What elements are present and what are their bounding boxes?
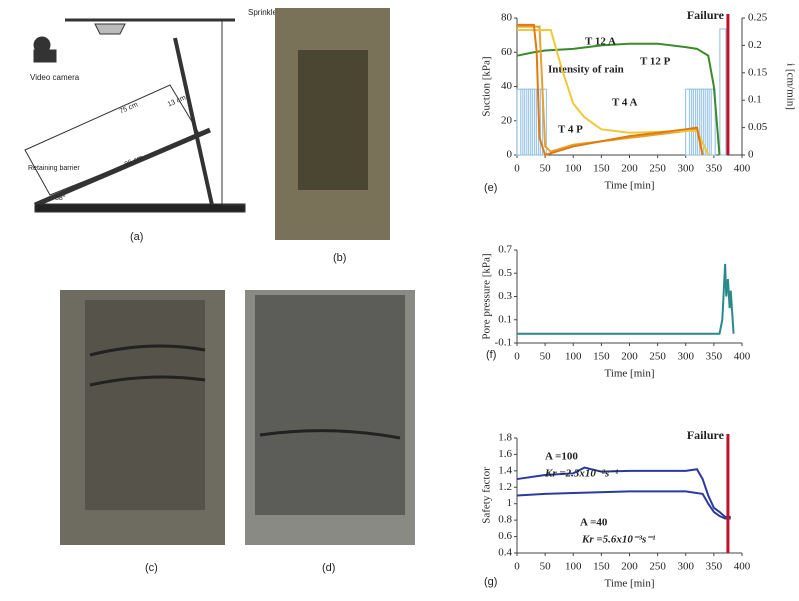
- x-tick-label: 300: [678, 163, 695, 175]
- y-tick-label: 20: [501, 114, 513, 126]
- panel-label: (d): [322, 562, 335, 574]
- x-axis-title: Time [min]: [604, 180, 654, 192]
- y-tick-label: 0.8: [498, 514, 512, 526]
- x-tick-label: 200: [621, 351, 638, 363]
- x-tick-label: 150: [593, 561, 610, 573]
- rain-bar: [720, 29, 726, 155]
- series-label: Intensity of rain: [548, 64, 624, 76]
- y2-tick-label: 0.2: [748, 39, 762, 51]
- rain-bar: [690, 89, 696, 155]
- series-line: [517, 30, 708, 155]
- series-label: A =40: [580, 517, 608, 529]
- panel-label: (f): [486, 349, 496, 361]
- x-tick-label: 0: [514, 561, 520, 573]
- x-tick-label: 150: [593, 163, 610, 175]
- y2-tick-label: 0.05: [748, 121, 768, 133]
- y2-tick-label: 0.1: [748, 94, 762, 106]
- y-tick-label: -0.1: [495, 337, 512, 349]
- y2-axis-title: i [cm/min]: [784, 63, 796, 110]
- x-tick-label: 400: [734, 351, 751, 363]
- annotation: Kr =5.6x10⁻³s⁻¹: [581, 534, 655, 546]
- y2-tick-label: 0.15: [748, 66, 768, 78]
- x-tick-label: 50: [540, 163, 552, 175]
- x-axis-title: Time [min]: [604, 578, 654, 590]
- x-tick-label: 50: [540, 351, 552, 363]
- x-tick-label: 250: [649, 351, 666, 363]
- x-tick-label: 300: [678, 351, 695, 363]
- y-tick-label: 1.2: [498, 481, 512, 493]
- x-tick-label: 250: [649, 163, 666, 175]
- y-tick-label: 1: [507, 497, 513, 509]
- y-axis-title: Suction [kPa]: [481, 56, 493, 116]
- y-tick-label: 60: [501, 46, 513, 58]
- failure-label: Failure: [687, 8, 725, 22]
- diagram-label: Video camera: [30, 73, 80, 82]
- rain-bar: [517, 89, 523, 155]
- failure-label: Failure: [687, 428, 725, 442]
- panel-label: (c): [145, 562, 158, 574]
- figure: Sprinkler Video camera 75 cm 13 cm 96 cm…: [0, 0, 799, 601]
- photo-soil: [298, 50, 368, 190]
- x-tick-label: 0: [514, 351, 520, 363]
- x-tick-label: 200: [621, 561, 638, 573]
- rain-bar: [686, 89, 692, 155]
- diagram-label: 96 cm: [124, 154, 144, 168]
- x-tick-label: 0: [514, 163, 520, 175]
- y-tick-label: 0: [507, 149, 513, 161]
- x-tick-label: 350: [706, 163, 723, 175]
- photo-soil: [85, 300, 205, 510]
- y-axis-title: Safety factor: [481, 467, 493, 524]
- x-tick-label: 400: [734, 163, 751, 175]
- x-tick-label: 350: [706, 561, 723, 573]
- panel-label: (a): [130, 231, 143, 243]
- panel-label: (b): [333, 252, 346, 264]
- series-line: [517, 491, 731, 518]
- x-tick-label: 50: [540, 561, 552, 573]
- x-tick-label: 400: [734, 561, 751, 573]
- rain-bar: [705, 89, 711, 155]
- rain-bar: [521, 89, 527, 155]
- x-tick-label: 250: [649, 561, 666, 573]
- x-tick-label: 100: [565, 561, 582, 573]
- rain-bar: [529, 89, 535, 155]
- y2-tick-label: 0.25: [748, 12, 768, 24]
- rain-bar: [525, 89, 531, 155]
- series-label: T 12 A: [585, 36, 616, 48]
- series-label: T 4 A: [612, 97, 638, 109]
- y-tick-label: 0.4: [498, 547, 512, 559]
- series-label: A =100: [545, 451, 578, 463]
- y-tick-label: 1.6: [498, 448, 512, 460]
- x-tick-label: 350: [706, 351, 723, 363]
- series-label: T 4 P: [558, 124, 583, 136]
- diagram-label: 38°: [55, 194, 66, 202]
- rain-bar: [693, 89, 699, 155]
- apparatus-diagram: [25, 20, 245, 212]
- y-tick-label: 0.6: [498, 530, 512, 542]
- figure-canvas: Sprinkler Video camera 75 cm 13 cm 96 cm…: [0, 0, 799, 601]
- diagram-label: Retaining barrier: [28, 165, 80, 172]
- y2-tick-label: 0: [748, 149, 754, 161]
- y-tick-label: 1.4: [498, 464, 512, 476]
- series-line: [517, 264, 734, 334]
- photo-soil: [255, 295, 405, 515]
- annotation: Kr =2.3x10⁻²s⁻¹: [544, 468, 618, 480]
- panel-label: (g): [484, 576, 497, 588]
- y-tick-label: 1.8: [498, 432, 512, 444]
- x-tick-label: 300: [678, 561, 695, 573]
- x-axis-title: Time [min]: [604, 368, 654, 380]
- x-tick-label: 150: [593, 351, 610, 363]
- x-tick-label: 100: [565, 351, 582, 363]
- y-axis-title: Pore pressure [kPa]: [481, 253, 493, 339]
- panel-label: (e): [484, 182, 497, 194]
- y-tick-label: 0.1: [498, 313, 512, 325]
- y-tick-label: 0.5: [498, 267, 512, 279]
- x-tick-label: 200: [621, 163, 638, 175]
- y-tick-label: 40: [501, 80, 513, 92]
- y-tick-label: 0.7: [498, 244, 512, 256]
- series-label: T 12 P: [640, 56, 671, 68]
- y-tick-label: 80: [501, 12, 513, 24]
- y-tick-label: 0.3: [498, 290, 512, 302]
- x-tick-label: 100: [565, 163, 582, 175]
